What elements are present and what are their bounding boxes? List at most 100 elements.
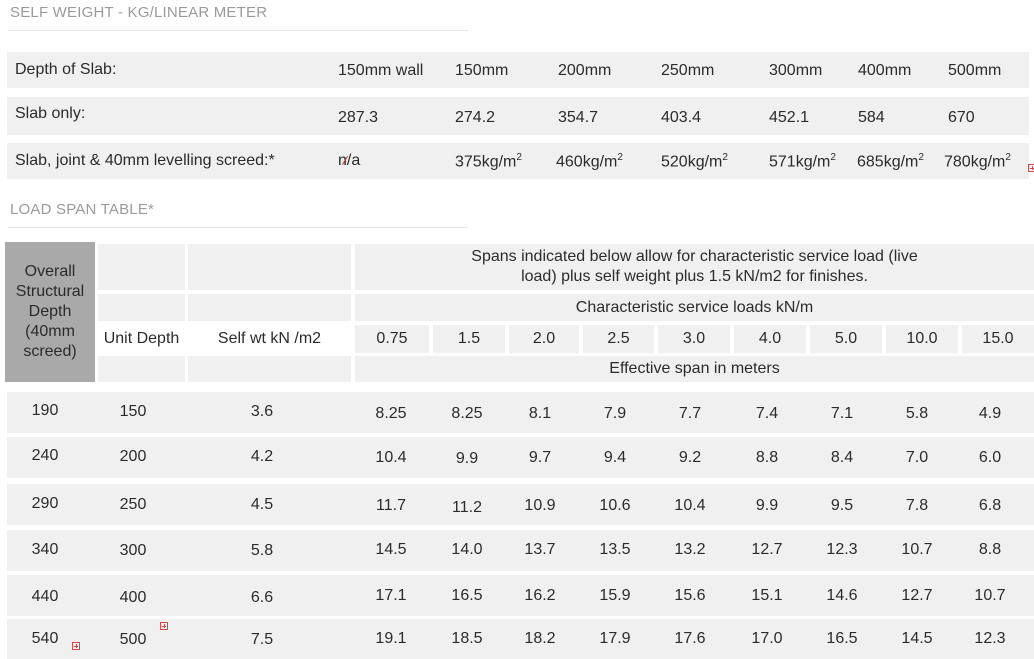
span-cell: 13.7 — [524, 541, 556, 558]
load-span-divider — [8, 227, 468, 228]
span-cell: 15.1 — [751, 587, 783, 604]
sw-value: 354.7 — [558, 109, 599, 126]
span-cell: 10.9 — [524, 497, 556, 514]
table-row: 440 400 6.6 17.1 16.5 16.2 15.9 15.6 15.… — [7, 575, 1034, 616]
span-cell: 13.2 — [674, 541, 706, 558]
header-spacer — [98, 244, 185, 290]
load-value-header: 4.0 — [734, 325, 806, 353]
overall-depth-cell: 440 — [31, 588, 59, 605]
span-cell: 12.7 — [901, 587, 933, 604]
span-cell: 7.1 — [830, 405, 854, 422]
load-value-header: 2.5 — [583, 325, 654, 353]
span-cell: 19.1 — [375, 630, 407, 647]
table-row: 340 300 5.8 14.5 14.0 13.7 13.5 13.2 12.… — [7, 530, 1034, 571]
unit-depth-cell: 500 — [119, 631, 147, 648]
span-cell: 12.7 — [751, 541, 783, 558]
expand-icon[interactable] — [1028, 164, 1034, 172]
self-wt-cell: 3.6 — [250, 403, 274, 420]
sw-col-header: 300mm — [769, 62, 823, 79]
load-value-header: 1.5 — [433, 325, 505, 353]
self-wt-cell: 4.5 — [250, 496, 274, 513]
screed-label: Slab, joint & 40mm levelling screed:* — [15, 152, 275, 169]
span-cell: 9.2 — [678, 449, 702, 466]
expand-icon[interactable] — [160, 622, 168, 630]
span-cell: 10.4 — [375, 449, 407, 466]
span-cell: 6.8 — [978, 497, 1002, 514]
effective-span-header: Effective span in meters — [355, 356, 1034, 382]
overall-depth-cell: 340 — [31, 541, 59, 558]
screed-row: Slab, joint & 40mm levelling screed:* n/… — [7, 143, 1029, 179]
sw-col-header: 200mm — [558, 62, 612, 79]
sw-value: 287.3 — [338, 109, 379, 126]
sw-value: 274.2 — [455, 109, 496, 126]
unit-depth-cell: 250 — [119, 496, 147, 513]
slab-only-label: Slab only: — [15, 105, 86, 122]
header-spacer — [188, 294, 351, 321]
sw-value: 452.1 — [769, 109, 810, 126]
span-cell: 8.25 — [451, 405, 483, 422]
span-cell: 16.2 — [524, 587, 556, 604]
load-value-header: 3.0 — [658, 325, 730, 353]
span-cell: 8.8 — [755, 449, 779, 466]
header-spacer — [188, 244, 351, 290]
overall-depth-cell: 540 — [31, 630, 59, 647]
span-cell: 12.3 — [826, 541, 858, 558]
sw-col-header: 500mm — [948, 62, 1002, 79]
load-span-title: LOAD SPAN TABLE* — [10, 201, 155, 218]
self-wt-cell: 7.5 — [250, 631, 274, 648]
expand-icon[interactable] — [72, 642, 80, 650]
span-cell: 14.5 — [901, 630, 933, 647]
span-cell: 6.0 — [978, 449, 1002, 466]
span-cell: 16.5 — [826, 630, 858, 647]
span-cell: 18.5 — [451, 630, 483, 647]
span-cell: 7.7 — [678, 405, 702, 422]
span-cell: 8.4 — [830, 449, 854, 466]
sw-value: 375kg/m2 — [455, 152, 522, 171]
load-value-header: 10.0 — [886, 325, 958, 353]
span-cell: 17.0 — [751, 630, 783, 647]
span-cell: 8.8 — [978, 541, 1002, 558]
span-cell: 10.7 — [974, 587, 1006, 604]
span-cell: 14.0 — [451, 541, 483, 558]
load-value-header: 0.75 — [355, 325, 429, 353]
self-wt-cell: 5.8 — [250, 542, 274, 559]
span-cell: 9.9 — [755, 497, 779, 514]
span-cell: 11.7 — [376, 497, 406, 514]
span-cell: 18.2 — [524, 630, 556, 647]
span-cell: 5.8 — [905, 405, 929, 422]
sw-na-value: n/a — [338, 152, 361, 169]
self-weight-divider — [8, 30, 468, 31]
overall-depth-cell: 240 — [31, 447, 59, 464]
spans-note-header: Spans indicated below allow for characte… — [355, 244, 1034, 290]
table-row: 290 250 4.5 11.7 11.2 10.9 10.6 10.4 9.9… — [7, 484, 1034, 525]
span-cell: 9.7 — [528, 449, 552, 466]
unit-depth-cell: 200 — [119, 448, 147, 465]
span-cell: 7.8 — [905, 497, 929, 514]
span-cell: 14.6 — [826, 587, 858, 604]
depth-of-slab-label: Depth of Slab: — [15, 61, 117, 78]
sw-value: 571kg/m2 — [769, 152, 836, 171]
span-cell: 16.5 — [451, 587, 483, 604]
load-value-header: 15.0 — [962, 325, 1034, 353]
span-cell: 17.9 — [599, 630, 631, 647]
span-cell: 10.4 — [674, 497, 706, 514]
self-weight-header-row: Depth of Slab: 150mm wall 150mm 200mm 25… — [7, 52, 1029, 88]
unit-depth-cell: 150 — [119, 403, 147, 420]
header-spacer — [98, 294, 185, 321]
sw-col-header: 400mm — [858, 62, 912, 79]
span-cell: 8.25 — [375, 405, 407, 422]
overall-depth-header: Overall Structural Depth (40mm screed) — [5, 242, 95, 382]
sw-value: 460kg/m2 — [556, 152, 623, 171]
unit-depth-header: Unit Depth — [103, 330, 180, 347]
sw-col-header: 150mm — [455, 62, 509, 79]
load-value-header: 5.0 — [810, 325, 882, 353]
span-cell: 15.6 — [674, 587, 706, 604]
slab-only-row: Slab only: 287.3 274.2 354.7 403.4 452.1… — [7, 97, 1029, 135]
unit-depth-cell: 400 — [119, 589, 147, 606]
sw-col-header: 250mm — [661, 62, 715, 79]
table-row: 540 500 7.5 19.1 18.5 18.2 17.9 17.6 17.… — [7, 619, 1034, 659]
header-spacer — [188, 356, 351, 382]
span-cell: 4.9 — [978, 405, 1002, 422]
sw-value: 780kg/m2 — [944, 152, 1011, 171]
span-cell: 10.7 — [901, 541, 933, 558]
